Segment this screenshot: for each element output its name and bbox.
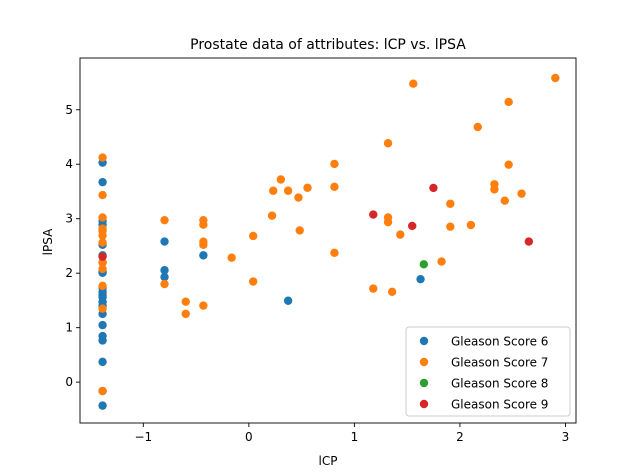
- data-point-s2-36: [383, 213, 393, 222]
- data-point-s2-15: [181, 297, 190, 306]
- data-point-s1-26: [283, 296, 293, 305]
- data-point-s2-47: [490, 180, 499, 189]
- data-point-s2-44: [466, 220, 476, 230]
- legend-marker: [419, 378, 429, 388]
- axes-frame: [79, 57, 577, 424]
- x-tick-label: 2: [456, 430, 464, 444]
- data-point-s2-21: [227, 253, 236, 262]
- plot-area: [98, 73, 560, 410]
- data-point-s2-48: [500, 196, 509, 205]
- data-point-s2-39: [396, 230, 405, 239]
- data-point-s3-0: [419, 260, 429, 269]
- x-tick-label: −1: [134, 430, 152, 444]
- data-point-s2-22: [248, 277, 258, 286]
- y-axis-label: lPSA: [41, 228, 55, 255]
- data-point-s2-25: [269, 186, 278, 195]
- data-point-s2-11: [98, 153, 107, 162]
- data-point-s2-28: [294, 193, 303, 202]
- data-point-s2-38: [387, 287, 397, 297]
- data-point-s2-2: [98, 281, 107, 291]
- data-point-s1-0: [98, 401, 107, 410]
- data-point-s4-4: [524, 237, 534, 246]
- data-point-s1-5: [98, 320, 107, 330]
- data-point-s2-29: [295, 226, 304, 235]
- x-axis-label: lCP: [319, 454, 338, 468]
- chart-title: Prostate data of attributes: lCP vs. lPS…: [190, 37, 466, 53]
- legend-marker: [419, 357, 429, 367]
- data-point-s2-45: [473, 122, 482, 132]
- data-point-s2-13: [160, 215, 169, 225]
- data-point-s2-5: [98, 238, 107, 247]
- data-point-s1-22: [160, 272, 169, 282]
- data-point-s2-3: [98, 264, 107, 274]
- data-point-s1-2: [98, 357, 107, 367]
- data-point-s4-1: [369, 210, 378, 219]
- data-point-s1-27: [416, 274, 425, 284]
- data-point-s2-42: [446, 222, 455, 231]
- data-point-s2-33: [330, 159, 339, 169]
- data-point-s2-0: [98, 386, 107, 396]
- data-point-s2-24: [267, 211, 277, 220]
- data-point-s2-14: [181, 309, 190, 319]
- data-point-s2-40: [409, 79, 418, 88]
- y-tick-label: 4: [65, 157, 73, 171]
- data-point-s2-32: [330, 182, 339, 192]
- legend-marker: [419, 399, 429, 409]
- axes: −1 0 1 2 3 0 1 2 3 4 5: [65, 57, 577, 444]
- data-point-s2-12: [160, 279, 169, 289]
- y-tick-label: 5: [65, 103, 73, 117]
- legend-label: Gleason Score 8: [451, 377, 548, 391]
- data-point-s2-50: [504, 97, 513, 107]
- data-point-s2-37: [383, 139, 393, 148]
- data-point-s4-2: [408, 221, 417, 231]
- legend-marker: [419, 336, 429, 346]
- x-tick-label: 1: [351, 430, 359, 444]
- data-point-s2-31: [330, 248, 339, 258]
- y-tick-label: 3: [65, 212, 73, 226]
- data-point-s2-49: [504, 160, 513, 169]
- x-tick-label: 3: [562, 430, 570, 444]
- y-tick-label: 0: [65, 375, 73, 389]
- legend-label: Gleason Score 6: [451, 335, 548, 349]
- data-point-s2-52: [551, 73, 560, 83]
- data-point-s2-30: [303, 183, 312, 192]
- data-point-s1-20: [98, 177, 107, 187]
- data-point-s2-18: [199, 237, 208, 246]
- data-point-s2-4: [98, 258, 107, 267]
- data-point-s1-23: [160, 266, 169, 275]
- data-point-s1-25: [199, 251, 208, 260]
- data-point-s2-8: [98, 224, 107, 233]
- y-tick-label: 2: [65, 266, 73, 280]
- data-point-s1-24: [160, 237, 169, 246]
- data-point-s2-1: [98, 304, 107, 313]
- data-point-s2-41: [437, 257, 446, 266]
- data-point-s1-4: [98, 331, 107, 341]
- data-point-s2-10: [98, 190, 107, 200]
- data-point-s2-23: [248, 231, 258, 241]
- y-tick-label: 1: [65, 321, 73, 335]
- data-point-s2-26: [276, 175, 286, 184]
- x-tick-label: 0: [245, 430, 253, 444]
- legend-box: [405, 326, 571, 417]
- data-point-s2-27: [283, 186, 293, 195]
- data-point-s2-34: [369, 284, 378, 293]
- data-point-s2-43: [446, 199, 455, 208]
- data-point-s2-9: [98, 213, 107, 222]
- data-point-s2-20: [199, 215, 208, 225]
- data-point-s4-0: [98, 252, 107, 261]
- legend-label: Gleason Score 9: [451, 398, 548, 412]
- legend: Gleason Score 6 Gleason Score 7 Gleason Sc…: [405, 326, 571, 417]
- data-point-s4-3: [429, 183, 438, 193]
- data-point-s2-16: [199, 301, 208, 310]
- legend-label: Gleason Score 7: [451, 356, 548, 370]
- data-point-s2-51: [517, 189, 526, 198]
